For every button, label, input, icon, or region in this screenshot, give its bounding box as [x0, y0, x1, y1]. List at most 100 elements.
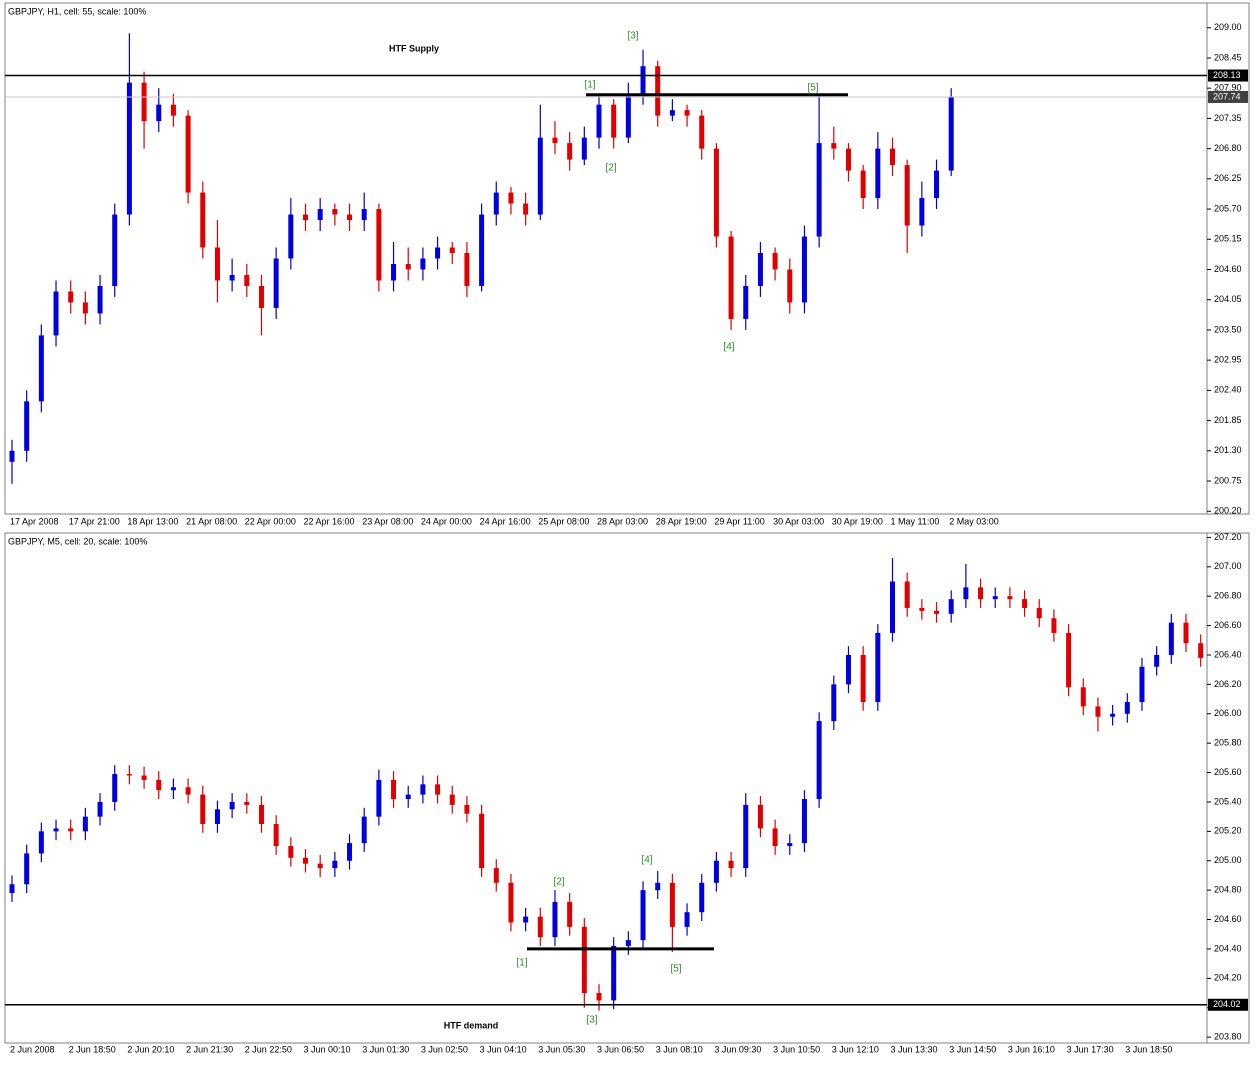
x-tick-label: 2 May 03:00: [949, 516, 999, 526]
candle-body: [9, 450, 15, 462]
candle-body: [625, 93, 631, 138]
candle-body: [934, 170, 940, 199]
x-tick-label: 3 Jun 01:30: [362, 1044, 409, 1054]
candle-body: [1022, 599, 1028, 608]
candle-body: [258, 285, 264, 308]
x-tick-label: 28 Apr 19:00: [656, 516, 707, 526]
price-label-box: [1208, 90, 1248, 103]
candle-body: [244, 274, 250, 286]
candle-body: [772, 828, 778, 847]
candle-body: [82, 302, 88, 314]
x-tick-label: 17 Apr 2008: [10, 516, 59, 526]
candle-body: [875, 632, 881, 703]
candle-body: [273, 258, 279, 308]
candle-body: [787, 269, 793, 303]
x-tick-label: 28 Apr 03:00: [597, 516, 648, 526]
candle-body: [845, 148, 851, 171]
x-tick-label: 2 Jun 2008: [10, 1044, 55, 1054]
candle-body: [479, 813, 485, 869]
y-tick-label: 205.60: [1214, 767, 1242, 777]
candle-body: [464, 253, 470, 286]
candle-body: [288, 846, 294, 858]
candle-body: [743, 285, 749, 319]
candle-body: [391, 263, 397, 281]
candle-body: [904, 165, 910, 226]
candle-body: [581, 926, 587, 994]
y-tick-label: 208.45: [1214, 52, 1242, 62]
y-tick-label: 204.60: [1214, 914, 1242, 924]
candle-body: [200, 192, 206, 248]
candle-body: [640, 890, 646, 941]
y-tick-label: 206.80: [1214, 143, 1242, 153]
x-tick-label: 3 Jun 04:10: [480, 1044, 527, 1054]
candle-body: [523, 203, 529, 215]
y-tick-label: 200.20: [1214, 506, 1242, 516]
y-tick-label: 204.80: [1214, 885, 1242, 895]
candle-body: [948, 599, 954, 614]
candle-body: [1198, 643, 1204, 658]
y-tick-label: 207.35: [1214, 113, 1242, 123]
candle-body: [332, 209, 338, 215]
x-tick-label: 3 Jun 00:10: [304, 1044, 351, 1054]
candle-body: [699, 882, 705, 913]
x-tick-label: 3 Jun 17:30: [1067, 1044, 1114, 1054]
candle-body: [156, 779, 162, 791]
x-tick-label: 24 Apr 00:00: [421, 516, 472, 526]
candle-body: [376, 209, 382, 281]
candle-body: [772, 253, 778, 270]
candle-body: [303, 214, 308, 221]
candle-body: [596, 104, 602, 138]
candle-body: [449, 247, 455, 254]
candle-body: [97, 285, 103, 314]
x-tick-label: 2 Jun 22:50: [245, 1044, 292, 1054]
x-tick-label: 3 Jun 05:30: [538, 1044, 585, 1054]
candle-body: [552, 901, 558, 938]
candle-body: [185, 115, 191, 193]
x-tick-label: 3 Jun 08:10: [656, 1044, 703, 1054]
candle-body: [1007, 596, 1013, 600]
y-tick-label: 206.60: [1214, 620, 1242, 630]
candle-body: [508, 192, 514, 204]
candle-body: [112, 214, 118, 286]
candle-body: [523, 916, 529, 923]
candle-body: [978, 587, 984, 600]
candle-body: [200, 794, 206, 825]
candle-body: [288, 214, 294, 259]
x-tick-label: 3 Jun 09:30: [714, 1044, 761, 1054]
chart-title: GBPJPY, H1, cell: 55, scale: 100%: [8, 6, 146, 16]
candle-body: [376, 779, 382, 817]
annotation: [1]: [584, 80, 595, 91]
candle-body: [596, 993, 602, 1001]
candle-body: [141, 82, 147, 122]
y-tick-label: 206.00: [1214, 708, 1242, 718]
candle-body: [38, 335, 44, 402]
candle-body: [156, 104, 162, 122]
price-label: 207.74: [1213, 91, 1241, 101]
y-tick-label: 204.20: [1214, 973, 1242, 983]
x-tick-label: 2 Jun 21:30: [186, 1044, 233, 1054]
candle-body: [890, 581, 895, 633]
y-tick-label: 205.00: [1214, 855, 1242, 865]
candle-body: [185, 787, 191, 795]
x-tick-label: 25 Apr 08:00: [538, 516, 589, 526]
candle-body: [537, 916, 543, 938]
candle-body: [611, 945, 617, 1001]
candle-body: [567, 143, 573, 160]
candle-body: [244, 801, 250, 805]
x-tick-label: 21 Apr 08:00: [186, 516, 237, 526]
y-tick-label: 204.05: [1214, 294, 1242, 304]
candle-body: [713, 860, 719, 883]
x-tick-label: 3 Jun 06:50: [597, 1044, 644, 1054]
x-tick-label: 30 Apr 03:00: [773, 516, 824, 526]
y-tick-label: 207.90: [1214, 83, 1242, 93]
x-tick-label: 23 Apr 08:00: [362, 516, 413, 526]
annotation: [3]: [627, 31, 638, 42]
candle-body: [68, 828, 74, 832]
candle-body: [53, 291, 59, 336]
candle-body: [669, 110, 675, 116]
candle-body: [347, 843, 353, 861]
y-tick-label: 202.95: [1214, 355, 1242, 365]
annotation: HTF Supply: [389, 43, 439, 53]
candle-body: [860, 654, 866, 703]
